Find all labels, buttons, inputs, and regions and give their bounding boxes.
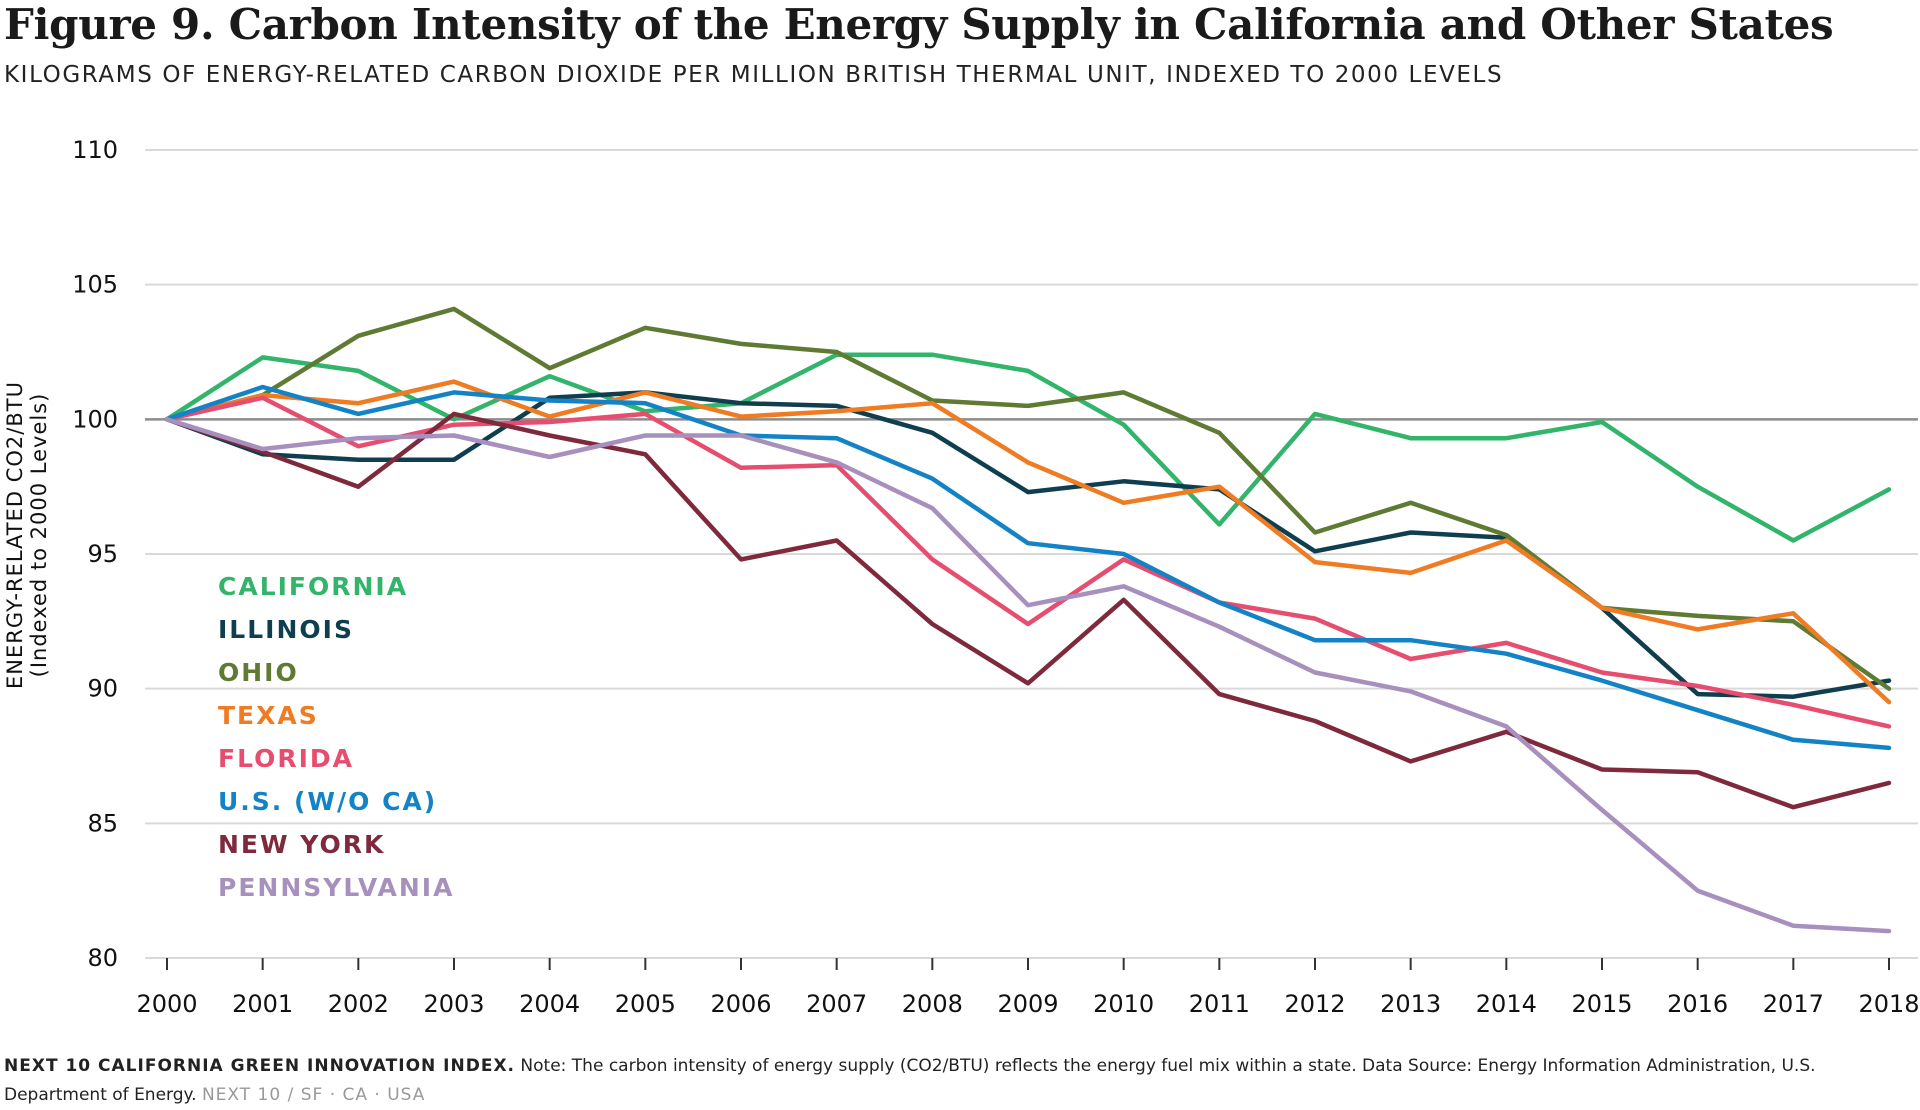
x-tick-label: 2010 (1093, 990, 1154, 1018)
footer-source: Note: The carbon intensity of energy sup… (4, 1056, 1816, 1105)
series-line-new-york (164, 411, 1892, 810)
legend-item: TEXAS (218, 701, 319, 730)
y-axis-label-group: ENERGY-RELATED CO2/BTU (Indexed to 2000 L… (3, 381, 51, 689)
y-axis-ticks: 80 85 90 95 100 105 110 (72, 136, 118, 972)
x-tick-label: 2003 (423, 990, 484, 1018)
legend-item: ILLINOIS (218, 615, 354, 644)
legend-item: CALIFORNIA (218, 572, 408, 601)
x-tick-label: 2007 (806, 990, 867, 1018)
x-tick-label: 2006 (710, 990, 771, 1018)
footer-tag: NEXT 10 / SF · CA · USA (201, 1085, 426, 1105)
legend-item: OHIO (218, 658, 299, 687)
x-tick-label: 2000 (136, 990, 197, 1018)
legend-item: PENNSYLVANIA (218, 873, 454, 902)
x-tick-label: 2012 (1284, 990, 1345, 1018)
y-tick-label: 95 (87, 540, 118, 568)
grid-lines (145, 149, 1918, 959)
y-axis-label: ENERGY-RELATED CO2/BTU (Indexed to 2000 L… (3, 381, 51, 689)
chart-title: Figure 9. Carbon Intensity of the Energy… (4, 0, 1834, 49)
x-tick-label: 2008 (902, 990, 963, 1018)
y-tick-label: 80 (87, 944, 118, 972)
series-line-california (164, 352, 1892, 543)
x-tick-label: 2001 (232, 990, 293, 1018)
y-axis-label-main: ENERGY-RELATED CO2/BTU (3, 381, 27, 689)
y-axis-label-sub: (Indexed to 2000 Levels) (27, 393, 51, 678)
x-tick-label: 2015 (1571, 990, 1632, 1018)
y-tick-label: 105 (72, 271, 118, 299)
series-lines (164, 306, 1892, 934)
legend-item: U.S. (W/O CA) (218, 787, 437, 816)
x-tick-label: 2009 (997, 990, 1058, 1018)
x-tick-label: 2005 (615, 990, 676, 1018)
y-tick-label: 85 (87, 809, 118, 837)
x-tick-label: 2017 (1763, 990, 1824, 1018)
series-line-florida (164, 395, 1892, 729)
chart-subtitle: KILOGRAMS OF ENERGY-RELATED CARBON DIOXI… (4, 62, 1504, 88)
footer-brand: NEXT 10 CALIFORNIA GREEN INNOVATION INDE… (4, 1056, 516, 1076)
x-tick-label: 2014 (1476, 990, 1537, 1018)
footer-note: NEXT 10 CALIFORNIA GREEN INNOVATION INDE… (4, 1052, 1904, 1110)
x-tick-label: 2016 (1667, 990, 1728, 1018)
legend-item: NEW YORK (218, 830, 385, 859)
x-tick-label: 2004 (519, 990, 580, 1018)
x-tick-label: 2018 (1858, 990, 1919, 1018)
y-tick-label: 110 (72, 136, 118, 164)
x-axis-ticks: 2000 2001 2002 2003 2004 2005 2006 2007 2008 2009… (136, 958, 1920, 1018)
x-tick-label: 2011 (1189, 990, 1250, 1018)
series-line-pennsylvania (164, 417, 1892, 934)
series-line-u-s-w-o-ca (164, 384, 1892, 751)
x-tick-label: 2013 (1380, 990, 1441, 1018)
y-tick-label: 90 (87, 675, 118, 703)
legend: CALIFORNIA ILLINOIS OHIO TEXAS FLORIDA U.S. (… (218, 572, 454, 902)
x-tick-label: 2002 (328, 990, 389, 1018)
y-tick-label: 100 (72, 405, 118, 433)
legend-item: FLORIDA (218, 744, 354, 773)
series-line-texas (164, 379, 1892, 705)
